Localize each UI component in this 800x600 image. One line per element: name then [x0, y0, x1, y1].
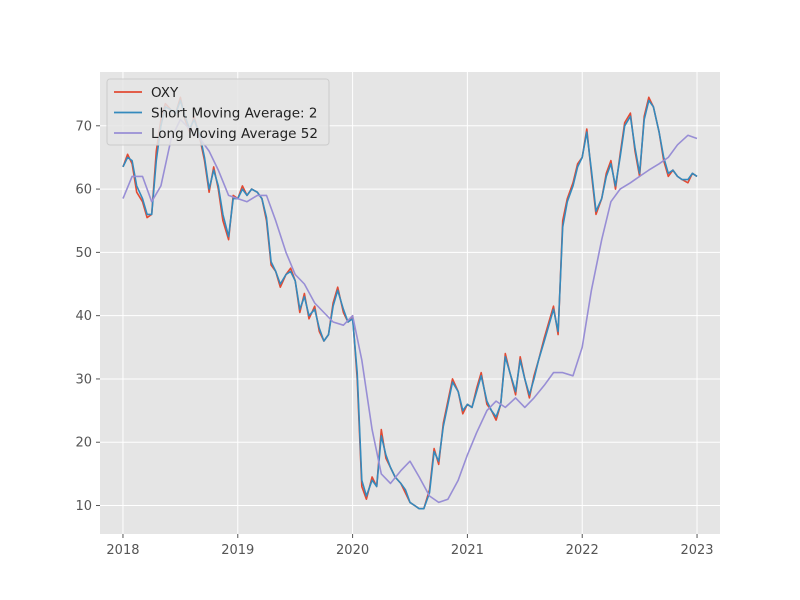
x-tick-label: 2018 [106, 543, 139, 558]
x-tick-label: 2019 [221, 543, 254, 558]
legend-entry: Short Moving Average: 2 [151, 106, 317, 122]
y-tick-label: 70 [75, 119, 92, 134]
legend-entry: OXY [151, 85, 179, 101]
legend: OXY Short Moving Average: 2 Long Moving Av… [106, 78, 330, 146]
y-axis-ticks: 10 20 30 40 50 60 70 [75, 119, 100, 514]
series-layer [122, 96, 698, 510]
series-line-long-moving-average-52 [122, 118, 698, 504]
y-tick-label: 20 [75, 436, 92, 451]
series-line-short-moving-average-2 [122, 99, 698, 510]
y-tick-label: 60 [75, 183, 92, 198]
x-tick-label: 2021 [451, 543, 484, 558]
y-tick-label: 30 [75, 372, 92, 387]
y-tick-label: 50 [75, 246, 92, 261]
x-axis-ticks: 2018 2019 2020 2021 2022 2023 [106, 534, 714, 558]
x-tick-label: 2023 [680, 543, 713, 558]
y-tick-label: 40 [75, 309, 92, 324]
x-tick-label: 2020 [336, 543, 369, 558]
y-tick-label: 10 [75, 499, 92, 514]
x-tick-label: 2022 [566, 543, 599, 558]
grid [100, 72, 720, 534]
legend-entry: Long Moving Average 52 [151, 126, 318, 142]
legend-box [106, 78, 330, 146]
